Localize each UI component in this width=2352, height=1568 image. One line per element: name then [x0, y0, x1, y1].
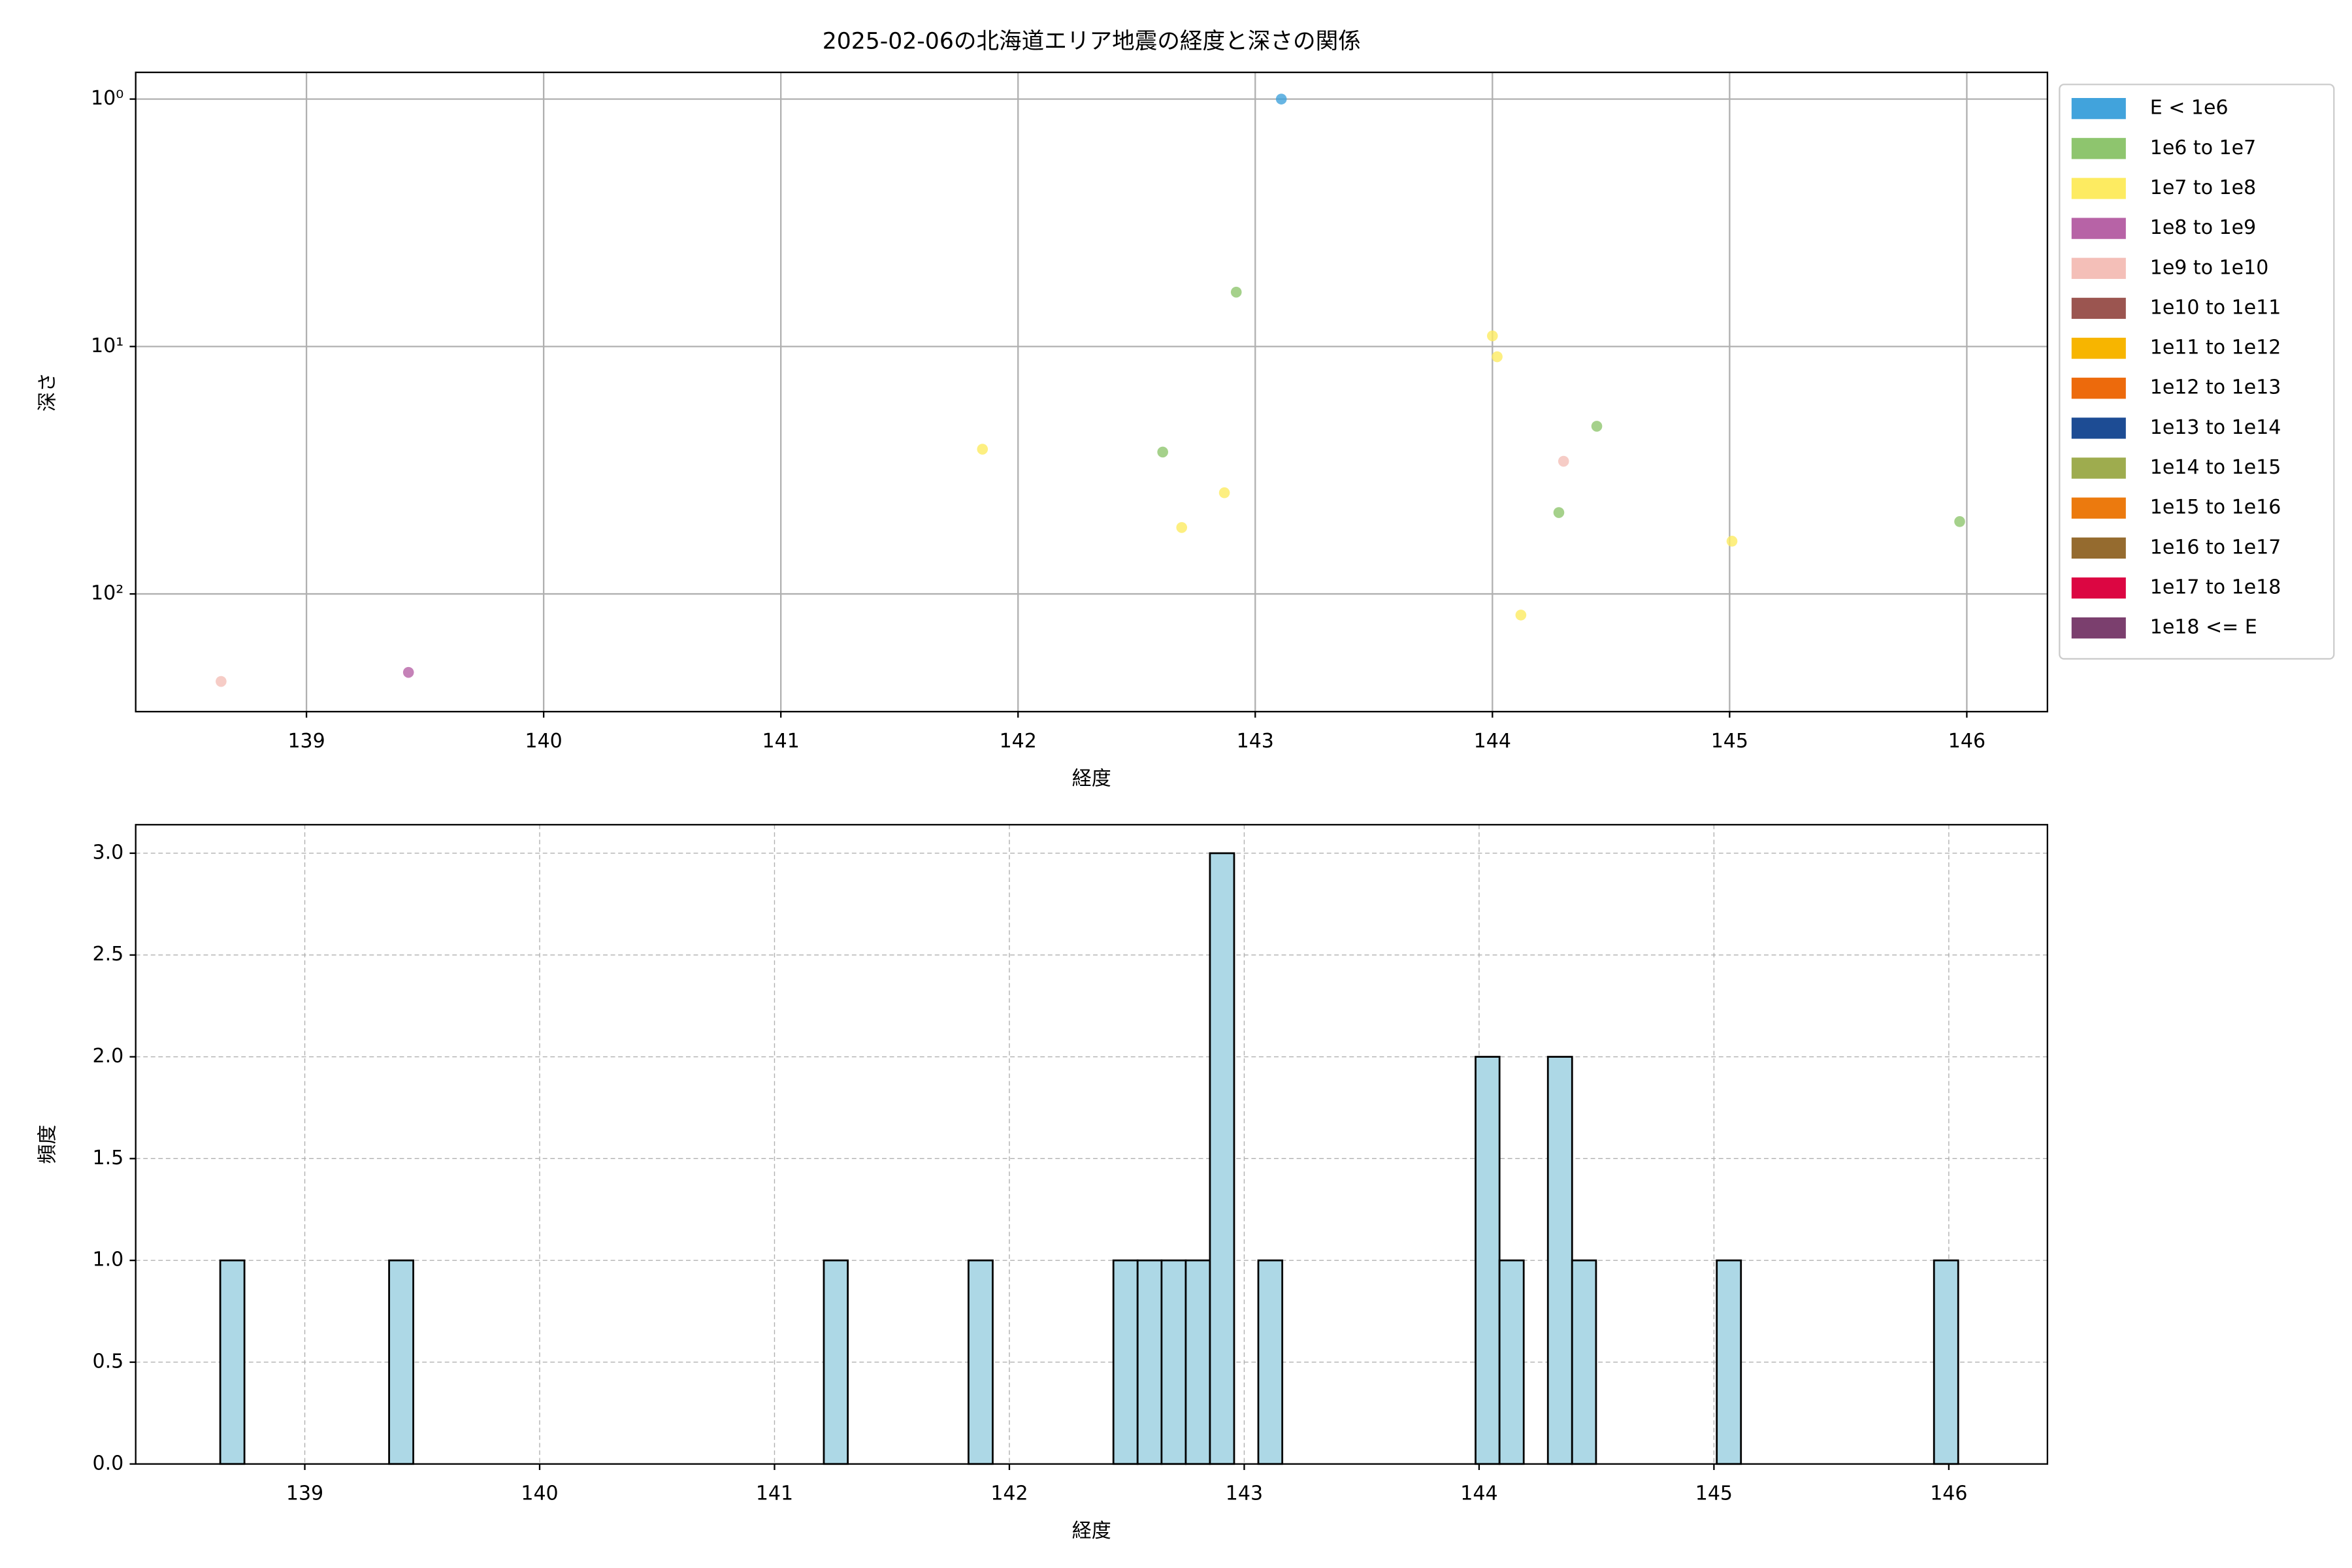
scatter-point — [1726, 536, 1738, 547]
y-tick-label: 2.0 — [93, 1045, 124, 1068]
legend-box — [2059, 84, 2335, 660]
plot-frame — [135, 71, 2048, 713]
scatter-point — [1591, 421, 1603, 432]
histogram-bar — [1475, 1056, 1501, 1465]
legend-swatch — [2071, 218, 2126, 239]
histogram-bar — [219, 1259, 246, 1465]
histogram-bar — [1160, 1259, 1187, 1465]
x-axis-label: 経度 — [1072, 768, 1111, 791]
histogram-bar — [1209, 852, 1235, 1465]
chart-title: 2025-02-06の北海道エリア地震の経度と深さの関係 — [823, 29, 1361, 55]
scatter-point — [1515, 610, 1527, 621]
x-tick-label: 142 — [990, 1482, 1028, 1505]
histogram-bar — [388, 1259, 414, 1465]
legend-label: 1e8 to 1e9 — [2150, 216, 2256, 239]
legend-swatch — [2071, 138, 2126, 159]
x-tick-label: 146 — [1930, 1482, 1967, 1505]
histogram-bar — [823, 1259, 849, 1465]
legend-label: 1e17 to 1e18 — [2150, 576, 2281, 599]
y-tick-label: 3.0 — [93, 841, 124, 864]
legend-label: 1e13 to 1e14 — [2150, 416, 2281, 439]
histogram-bar — [1184, 1259, 1211, 1465]
scatter-point — [1218, 487, 1230, 498]
x-tick-label: 139 — [286, 1482, 323, 1505]
x-tick-label: 145 — [1695, 1482, 1733, 1505]
legend-label: 1e10 to 1e11 — [2150, 296, 2281, 319]
scatter-point — [1558, 455, 1569, 467]
y-tick-label: 2.5 — [93, 943, 124, 966]
y-tick-label: 1.0 — [93, 1249, 124, 1271]
histogram-bar — [1257, 1259, 1284, 1465]
plot-frame — [135, 824, 2048, 1465]
y-tick-label: 0.5 — [93, 1350, 124, 1373]
y-axis-label: 深さ — [36, 372, 59, 412]
x-tick-label: 140 — [525, 730, 562, 753]
x-tick-label: 141 — [762, 730, 800, 753]
legend-swatch — [2071, 497, 2126, 519]
scatter-point — [1176, 522, 1188, 533]
histogram-bar — [968, 1259, 994, 1465]
x-tick-label: 142 — [1000, 730, 1037, 753]
y-tick-label: 1.5 — [93, 1147, 124, 1169]
legend-label: 1e12 to 1e13 — [2150, 376, 2281, 399]
scatter-point — [1157, 446, 1168, 458]
legend-label: 1e16 to 1e17 — [2150, 536, 2281, 559]
legend-swatch — [2071, 577, 2126, 599]
x-tick-label: 139 — [287, 730, 325, 753]
y-tick-label: 10¹ — [91, 335, 123, 357]
legend-swatch — [2071, 537, 2126, 559]
legend-swatch — [2071, 378, 2126, 399]
scatter-point — [402, 666, 414, 678]
x-tick-label: 143 — [1226, 1482, 1263, 1505]
y-axis-label: 頻度 — [36, 1125, 59, 1164]
x-tick-label: 144 — [1474, 730, 1511, 753]
scatter-point — [1492, 351, 1503, 363]
scatter-point — [977, 444, 988, 455]
scatter-point — [1553, 507, 1565, 518]
x-axis-label: 経度 — [1072, 1520, 1111, 1543]
histogram-bar — [1571, 1259, 1597, 1465]
histogram-bar — [1546, 1056, 1573, 1465]
x-tick-label: 146 — [1948, 730, 1985, 753]
x-tick-label: 140 — [521, 1482, 558, 1505]
scatter-point — [216, 676, 227, 687]
legend-swatch — [2071, 617, 2126, 639]
histogram-bar — [1498, 1259, 1525, 1465]
legend-swatch — [2071, 457, 2126, 479]
histogram-bar — [1112, 1259, 1139, 1465]
legend-swatch — [2071, 178, 2126, 199]
x-tick-label: 143 — [1237, 730, 1274, 753]
scatter-point — [1954, 516, 1965, 527]
x-tick-label: 145 — [1711, 730, 1748, 753]
histogram-bar — [1136, 1259, 1163, 1465]
legend-label: 1e11 to 1e12 — [2150, 336, 2281, 359]
legend-label: 1e7 to 1e8 — [2150, 176, 2256, 199]
legend-label: 1e18 <= E — [2150, 616, 2257, 639]
histogram-bar — [1716, 1259, 1742, 1465]
legend-swatch — [2071, 417, 2126, 439]
scatter-point — [1487, 330, 1498, 342]
y-tick-label: 10² — [91, 582, 123, 605]
y-tick-label: 0.0 — [93, 1452, 124, 1475]
x-tick-label: 141 — [756, 1482, 793, 1505]
legend-label: 1e9 to 1e10 — [2150, 256, 2269, 279]
legend-swatch — [2071, 257, 2126, 279]
legend-label: 1e6 to 1e7 — [2150, 137, 2256, 159]
legend-label: 1e15 to 1e16 — [2150, 496, 2281, 519]
legend-swatch — [2071, 98, 2126, 120]
histogram-bar — [1933, 1259, 1959, 1465]
scatter-point — [1275, 93, 1287, 105]
scatter-point — [1230, 286, 1242, 298]
y-tick-label: 10⁰ — [91, 87, 123, 110]
legend-swatch — [2071, 297, 2126, 319]
legend-swatch — [2071, 337, 2126, 359]
legend-label: 1e14 to 1e15 — [2150, 456, 2281, 479]
x-tick-label: 144 — [1460, 1482, 1497, 1505]
legend-label: E < 1e6 — [2150, 97, 2229, 120]
